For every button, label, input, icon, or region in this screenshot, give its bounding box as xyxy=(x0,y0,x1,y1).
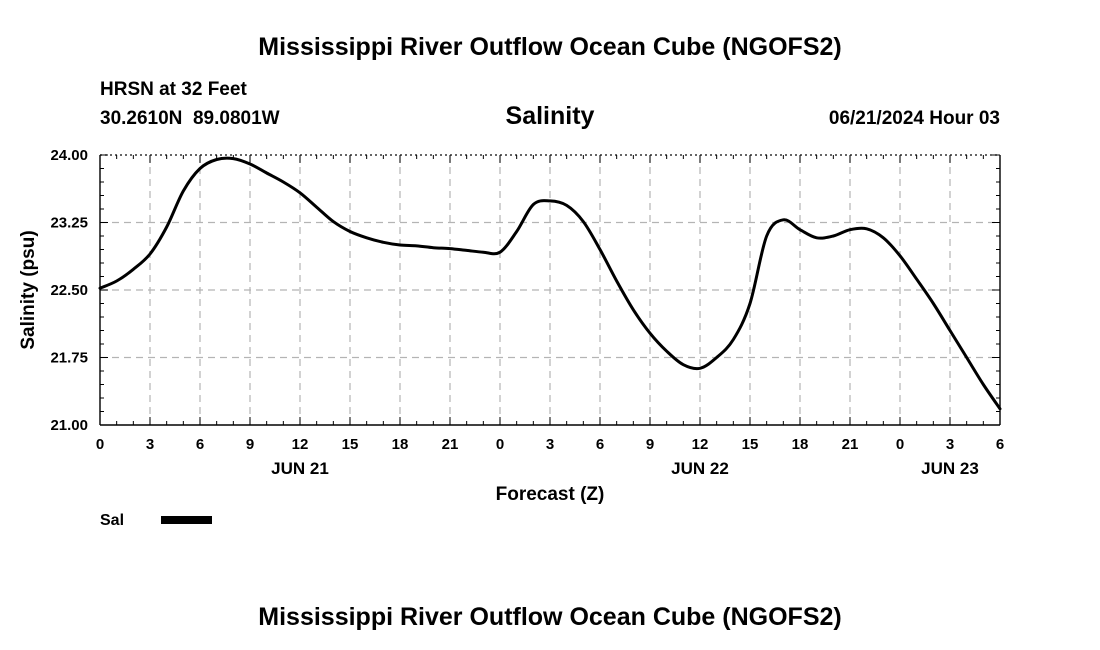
legend: Sal xyxy=(100,512,212,529)
x-tick-label: 15 xyxy=(742,436,759,453)
date-label: JUN 21 xyxy=(271,459,329,478)
series-line-sal xyxy=(98,156,1002,411)
x-tick-label: 21 xyxy=(842,436,859,453)
grid-lines xyxy=(100,154,1000,425)
x-tick-label: 18 xyxy=(392,436,409,453)
y-tick-label: 21.00 xyxy=(50,417,88,434)
x-tick-label: 9 xyxy=(246,436,254,453)
x-tick-label: 12 xyxy=(292,436,309,453)
x-tick-label: 3 xyxy=(946,436,954,453)
x-tick-label: 15 xyxy=(342,436,359,453)
date-label: JUN 23 xyxy=(921,459,979,478)
station-label: HRSN at 32 Feet xyxy=(100,79,247,100)
y-tick-label: 21.75 xyxy=(50,350,88,367)
x-tick-label: 0 xyxy=(96,436,104,453)
x-tick-label: 9 xyxy=(646,436,654,453)
x-tick-label: 6 xyxy=(596,436,604,453)
y-tick-label: 22.50 xyxy=(50,282,88,299)
legend-swatch-sal xyxy=(161,516,212,524)
x-tick-label: 3 xyxy=(146,436,154,453)
x-tick-label: 0 xyxy=(496,436,504,453)
y-axis-title: Salinity (psu) xyxy=(18,230,39,349)
date-label: JUN 22 xyxy=(671,459,729,478)
series-layer xyxy=(98,156,1002,411)
x-axis-title: Forecast (Z) xyxy=(496,484,605,505)
x-tick-label: 18 xyxy=(792,436,809,453)
x-tick-label: 12 xyxy=(692,436,709,453)
axis-ticks xyxy=(99,154,1001,426)
x-tick-label: 0 xyxy=(896,436,904,453)
x-tick-label: 3 xyxy=(546,436,554,453)
x-tick-label: 6 xyxy=(996,436,1004,453)
y-tick-label: 23.25 xyxy=(50,215,88,232)
page-title-top: Mississippi River Outflow Ocean Cube (NG… xyxy=(258,33,841,61)
legend-label-sal: Sal xyxy=(100,512,124,529)
timestamp-label: 06/21/2024 Hour 03 xyxy=(829,108,1000,129)
chart-title: Salinity xyxy=(506,102,595,130)
x-tick-label: 21 xyxy=(442,436,459,453)
tick-labels: 0 3 6 9 12 15 18 21 0 3 6 9 12 15 18 21 0 3 6 21.00 21.75 22.… xyxy=(50,147,1004,478)
page-title-bottom: Mississippi River Outflow Ocean Cube (NG… xyxy=(258,603,841,631)
y-tick-label: 24.00 xyxy=(50,147,88,164)
coordinates-label: 30.2610N 89.0801W xyxy=(100,108,280,129)
x-tick-label: 6 xyxy=(196,436,204,453)
